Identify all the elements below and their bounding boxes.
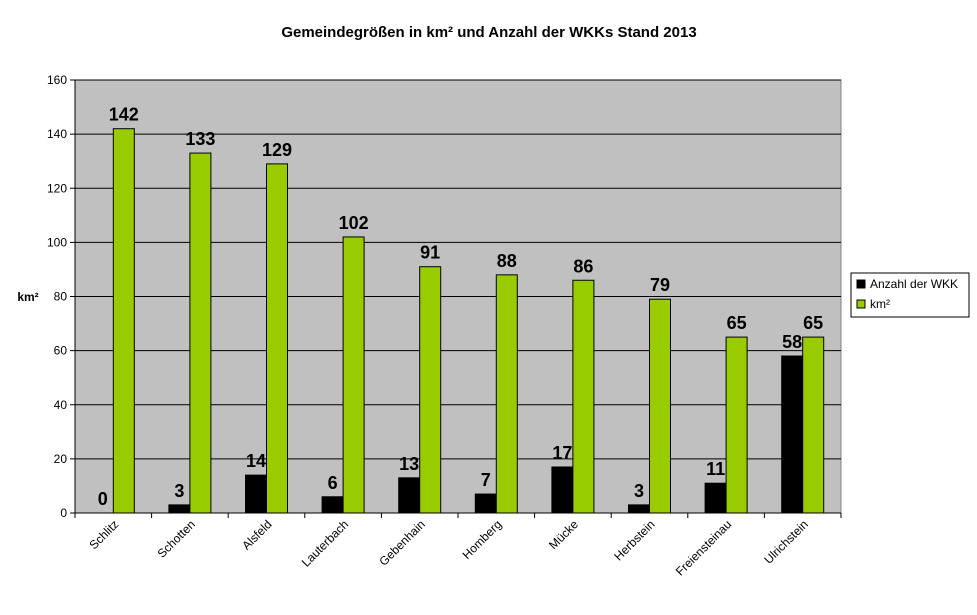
x-tick-label: Mücke: [546, 517, 581, 552]
bar-km2: [112, 128, 135, 514]
data-label: 129: [262, 140, 292, 160]
bar-km2: [802, 336, 825, 514]
chart-title: Gemeindegrößen in km² und Anzahl der WKK…: [281, 24, 696, 41]
data-label: 88: [497, 251, 517, 271]
data-label: 142: [109, 105, 139, 125]
legend-swatch: [856, 279, 866, 289]
y-tick-label: 80: [54, 290, 68, 304]
data-label: 133: [185, 129, 215, 149]
y-tick-label: 100: [47, 235, 67, 249]
legend-label: Anzahl der WKK: [870, 277, 958, 291]
data-label: 13: [399, 454, 419, 474]
bars: [112, 128, 825, 514]
x-tick-label: Freiensteinau: [673, 517, 734, 578]
y-tick-label: 120: [47, 181, 67, 195]
x-tick-label: Gebenhain: [376, 517, 427, 568]
y-axis: 0 20 40 60 80 100 120 140 160: [47, 73, 76, 520]
x-tick-label: Schlitz: [87, 517, 122, 552]
bar-km2: [189, 152, 212, 514]
bar-km2: [572, 279, 595, 514]
bar-km2: [649, 298, 671, 514]
bar-km2: [342, 236, 365, 514]
data-label: 0: [98, 489, 108, 509]
data-label: 58: [782, 332, 802, 352]
x-tick-label: Lauterbach: [299, 517, 351, 569]
x-tick-label: Ulrichstein: [761, 517, 811, 567]
bar-km2: [419, 266, 442, 514]
bar-km2: [266, 163, 288, 514]
legend-box: [850, 272, 970, 318]
data-label: 86: [573, 256, 593, 276]
x-tick-label: Herbstein: [611, 517, 657, 563]
data-label: 14: [246, 451, 266, 471]
bar-wkk: [168, 504, 191, 514]
data-label: 7: [481, 470, 491, 490]
data-label: 11: [706, 459, 725, 479]
y-tick-label: 160: [47, 73, 67, 87]
bar-wkk: [781, 355, 804, 514]
y-tick-label: 40: [54, 398, 68, 412]
bar-km2: [495, 274, 518, 514]
y-axis-title: km²: [17, 290, 38, 304]
bar-wkk: [628, 504, 650, 514]
data-label: 65: [803, 313, 823, 333]
x-axis: Schlitz Schotten Alsfeld Lauterbach Gebenhai…: [74, 512, 842, 579]
bar-wkk: [398, 477, 421, 514]
x-tick-label: Homberg: [460, 517, 505, 562]
y-tick-label: 0: [60, 506, 67, 520]
data-label: 17: [552, 443, 572, 463]
y-tick-label: 20: [54, 452, 68, 466]
legend-swatch: [856, 299, 866, 309]
data-label: 3: [174, 481, 184, 501]
legend-label: km²: [870, 297, 890, 311]
data-label: 91: [420, 243, 440, 263]
data-label: 79: [650, 275, 670, 295]
x-tick-label: Schotten: [155, 517, 198, 560]
data-label: 3: [634, 481, 644, 501]
legend: Anzahl der WKK km²: [850, 272, 970, 318]
y-tick-label: 140: [47, 127, 67, 141]
x-tick-label: Alsfeld: [239, 517, 274, 552]
bar-km2: [725, 336, 748, 514]
data-label: 102: [339, 213, 369, 233]
data-label: 6: [328, 473, 338, 493]
bar-wkk: [245, 474, 267, 514]
bar-wkk: [321, 496, 344, 514]
y-tick-label: 60: [54, 344, 68, 358]
bar-wkk: [704, 482, 727, 514]
bar-wkk: [551, 466, 574, 514]
bar-wkk: [474, 493, 497, 514]
data-label: 65: [727, 313, 747, 333]
